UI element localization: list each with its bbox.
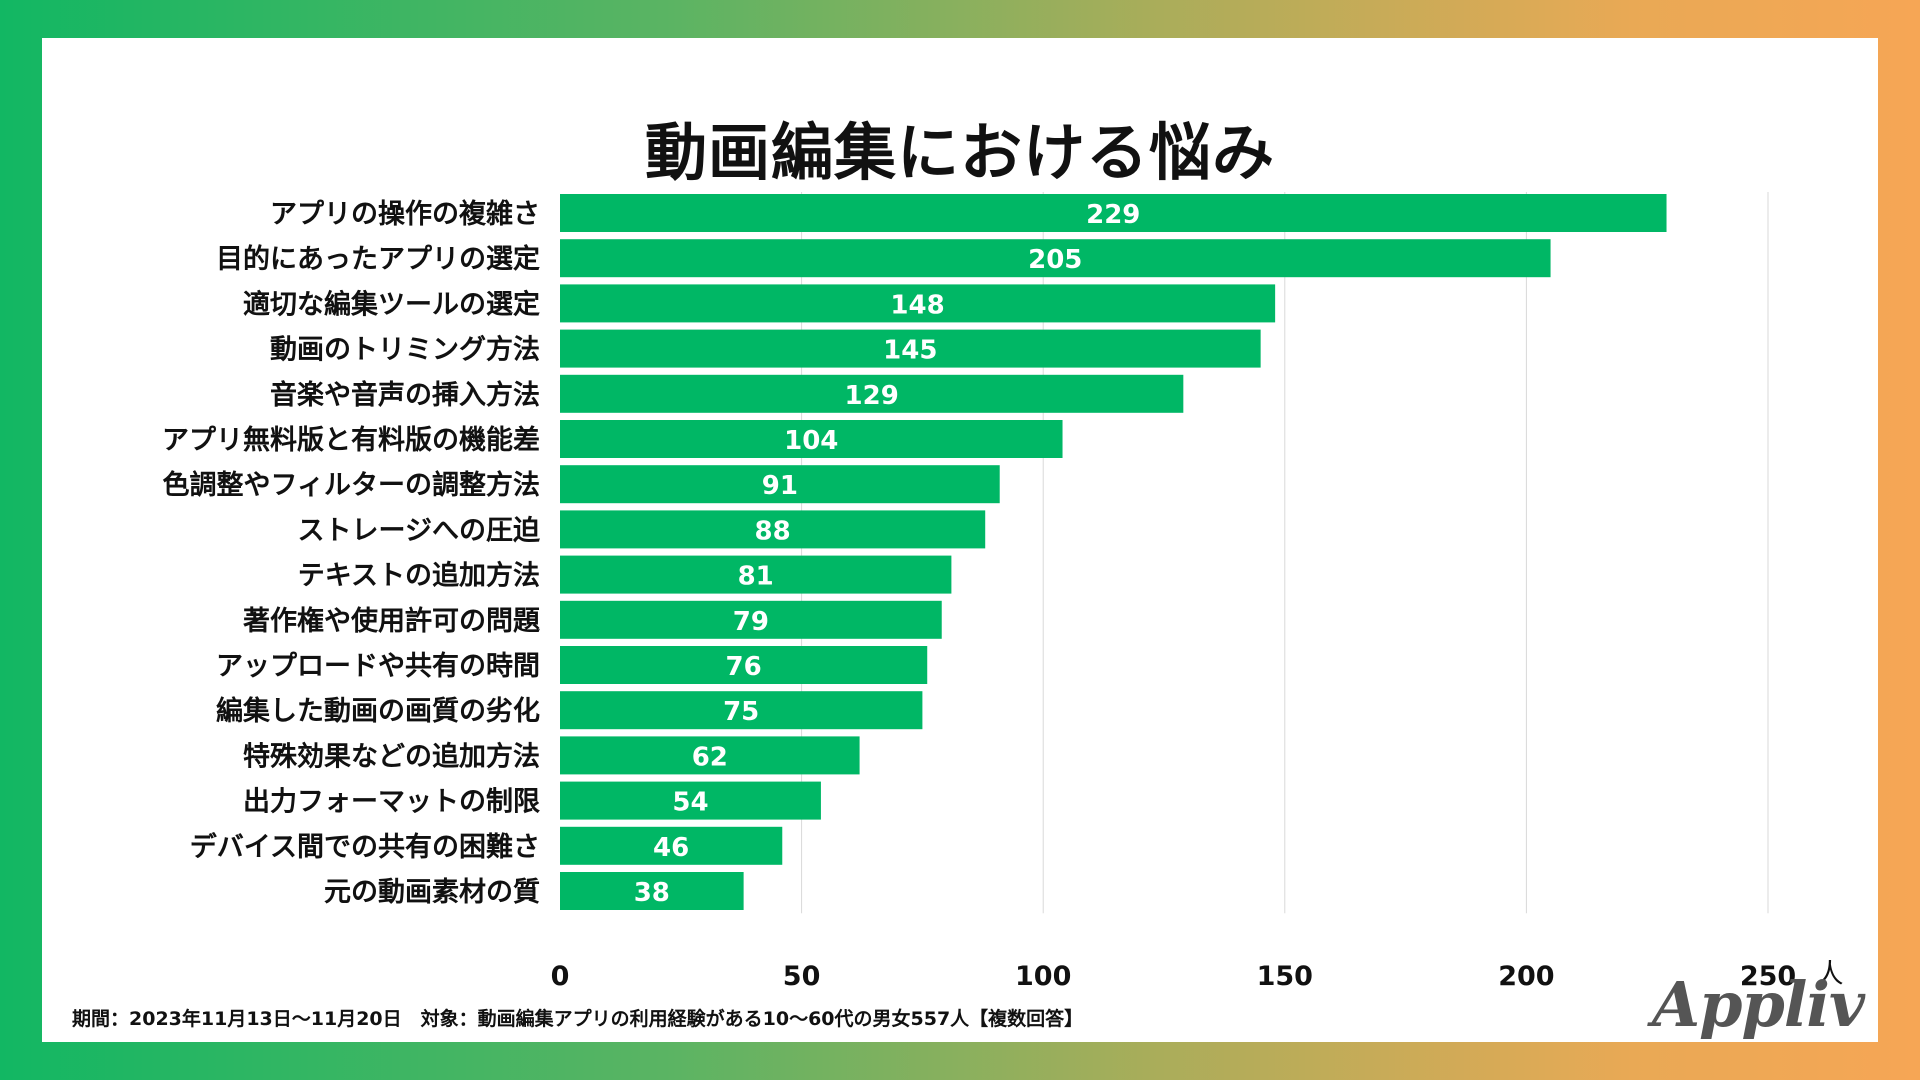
x-tick-label: 200 [1498,961,1554,992]
bar-chart: 229 アプリの操作の複雑さ 205 目的にあったアプリの選定 148 適切な編集ツールの… [162,192,1844,992]
category-label: テキストの追加方法 [298,560,540,592]
bar-value-label: 54 [672,788,708,818]
category-label: 出力フォーマットの制限 [243,787,540,818]
bar-value-label: 88 [755,516,791,546]
bar [560,736,860,775]
bar [560,510,986,549]
category-label: ストレージへの圧迫 [298,514,540,546]
bar-value-label: 46 [653,833,689,863]
survey-footnote: 期間：2023年11月13日〜11月20日 対象：動画編集アプリの利用経験がある… [72,1008,1084,1030]
category-label: 動画のトリミング方法 [270,334,540,366]
x-tick-label: 0 [551,961,570,992]
chart-title: 動画編集における悩み [644,116,1275,189]
bar [560,420,1063,458]
bar [560,329,1261,368]
category-label: アップロードや共有の時間 [216,651,540,682]
bar [560,781,821,820]
category-label: アプリの操作の複雑さ [270,198,540,230]
bar [560,691,923,730]
x-tick-label: 50 [783,961,821,992]
x-unit-label: 人 [1817,959,1844,990]
bar-value-label: 38 [634,878,670,908]
bar-value-label: 62 [692,742,728,772]
category-label: 著作権や使用許可の問題 [243,605,541,637]
bar-value-label: 104 [784,426,838,456]
brand-logo: Appliv [1652,968,1865,1041]
bar [560,465,1000,504]
bar-value-label: 79 [733,607,769,637]
bar-value-label: 229 [1086,200,1140,230]
bar [560,374,1184,413]
category-label: 適切な編集ツールの選定 [243,288,540,320]
category-label: 編集した動画の画質の劣化 [216,695,540,727]
bar-value-label: 148 [890,290,944,320]
bar-value-label: 129 [845,381,899,411]
bar-value-label: 145 [883,336,937,366]
bar [560,194,1667,232]
bar [560,872,744,910]
bar-value-label: 205 [1028,245,1082,275]
bar-value-label: 91 [762,471,798,501]
bar-value-label: 76 [726,652,762,682]
category-label: 目的にあったアプリの選定 [216,243,540,275]
category-label: 特殊効果などの追加方法 [243,740,540,772]
bar [560,239,1551,278]
category-label: デバイス間での共有の困難さ [190,831,540,863]
chart-card: 動画編集における悩み 229 アプリの操作の複雑さ 205 目的にあったアプリの選定 1… [42,38,1878,1042]
bar-value-label: 81 [738,562,774,592]
category-label: 音楽や音声の挿入方法 [270,379,540,411]
category-label: アプリ無料版と有料版の機能差 [162,424,540,456]
x-tick-label: 250 [1740,961,1796,992]
x-tick-label: 150 [1257,961,1313,992]
bar [560,826,783,865]
category-label: 色調整やフィルターの調整方法 [163,469,540,501]
category-label: 元の動画素材の質 [324,877,540,908]
x-tick-label: 100 [1015,961,1071,992]
bar [560,646,928,684]
bar [560,555,952,594]
bar-value-label: 75 [723,697,759,727]
bar [560,600,942,639]
bar [560,284,1276,323]
